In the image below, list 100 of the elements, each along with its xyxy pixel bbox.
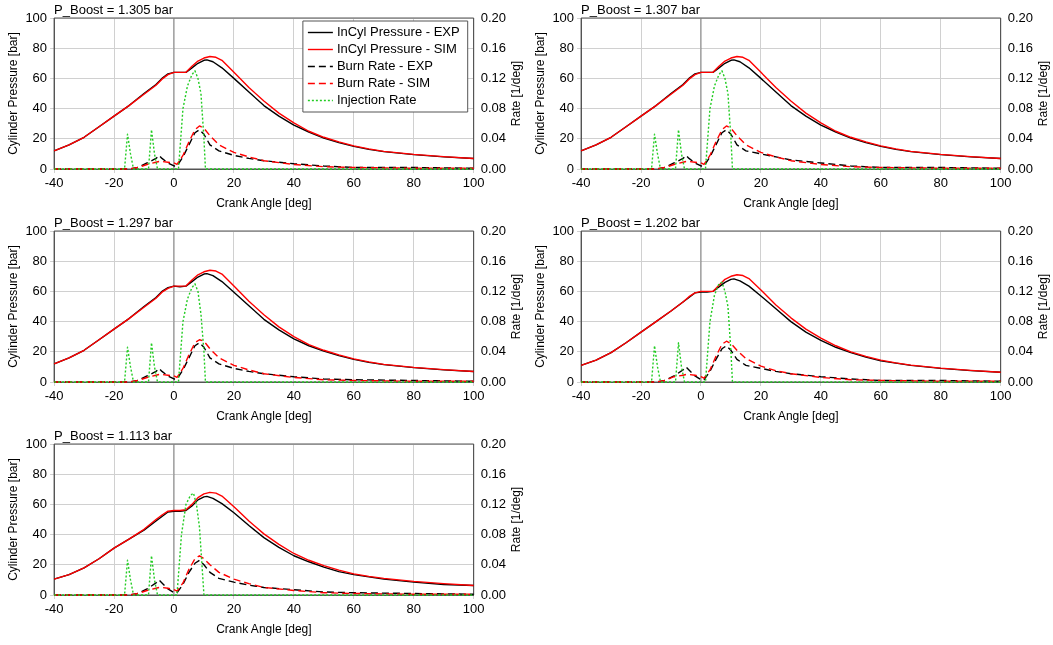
x-tick-label: 20	[226, 175, 242, 191]
y-axis-title: Cylinder Pressure [bar]	[5, 32, 20, 155]
y-tick-label: 40	[32, 313, 48, 329]
y2-tick-label: 0.20	[480, 435, 507, 451]
x-tick-label: -20	[104, 388, 124, 404]
x-tick-label: -40	[571, 175, 591, 191]
y2-tick-label: 0.12	[480, 69, 507, 85]
y2-tick-label: 0.04	[1007, 343, 1034, 359]
y2-tick-label: 0.16	[480, 465, 507, 481]
y2-tick-label: 0.08	[480, 526, 507, 542]
chart-title: P_Boost = 1.307 bar	[581, 2, 701, 18]
x-tick-label: 40	[286, 175, 302, 191]
y-tick-label: 100	[25, 222, 48, 238]
y-tick-label: 20	[559, 343, 575, 359]
x-tick-label: 20	[753, 175, 769, 191]
y2-tick-label: 0.16	[480, 39, 507, 55]
y-tick-label: 0	[566, 160, 575, 176]
y2-tick-label: 0.08	[480, 100, 507, 116]
y-tick-label: 60	[32, 282, 48, 298]
y-tick-label: 80	[559, 39, 575, 55]
y2-axis-title: Rate [1/deg]	[1036, 273, 1051, 340]
x-tick-label: 80	[933, 388, 948, 404]
x-axis-title: Crank Angle [deg]	[216, 409, 312, 424]
y2-tick-label: 0.08	[1007, 313, 1034, 329]
y2-tick-label: 0.12	[1007, 69, 1034, 85]
y2-tick-label: 0.20	[1007, 222, 1034, 238]
x-tick-label: 20	[753, 388, 769, 404]
x-tick-label: -20	[631, 388, 651, 404]
y2-axis-title: Rate [1/deg]	[509, 486, 524, 553]
y2-tick-label: 0.12	[480, 495, 507, 511]
y-tick-label: 0	[39, 586, 48, 602]
x-tick-label: 40	[286, 601, 302, 617]
x-axis-title: Crank Angle [deg]	[743, 196, 839, 211]
chart-title: P_Boost = 1.297 bar	[54, 215, 174, 231]
y2-axis-title: Rate [1/deg]	[509, 273, 524, 340]
x-tick-label: -40	[571, 388, 591, 404]
y2-tick-label: 0.20	[1007, 9, 1034, 25]
x-tick-label: -20	[631, 175, 651, 191]
chart-title: P_Boost = 1.113 bar	[54, 428, 173, 444]
y-tick-label: 80	[32, 465, 48, 481]
x-tick-label: 80	[406, 175, 421, 191]
x-axis-title: Crank Angle [deg]	[216, 622, 312, 637]
y-tick-label: 0	[566, 373, 575, 389]
y2-tick-label: 0.00	[1007, 160, 1034, 176]
y-tick-label: 60	[559, 69, 575, 85]
x-tick-label: 60	[346, 175, 362, 191]
y2-tick-label: 0.00	[1007, 373, 1034, 389]
y2-tick-label: 0.04	[480, 343, 507, 359]
y-tick-label: 40	[559, 313, 575, 329]
x-tick-label: 40	[286, 388, 302, 404]
x-axis-title: Crank Angle [deg]	[216, 196, 312, 211]
y-tick-label: 100	[25, 9, 48, 25]
y2-tick-label: 0.12	[480, 282, 507, 298]
legend-label: Injection Rate	[336, 92, 417, 108]
y2-tick-label: 0.00	[480, 586, 507, 602]
x-tick-label: 80	[406, 601, 421, 617]
y-tick-label: 60	[32, 69, 48, 85]
y-axis-title: Cylinder Pressure [bar]	[5, 245, 20, 368]
legend-label: Burn Rate - EXP	[336, 58, 433, 74]
y-axis-title: Cylinder Pressure [bar]	[532, 245, 547, 368]
y2-tick-label: 0.08	[1007, 100, 1034, 116]
y-tick-label: 20	[32, 556, 48, 572]
x-tick-label: -40	[44, 388, 64, 404]
chart-title: P_Boost = 1.202 bar	[581, 215, 701, 231]
y2-tick-label: 0.04	[480, 556, 507, 572]
y-tick-label: 80	[32, 39, 48, 55]
y2-axis-title: Rate [1/deg]	[1036, 60, 1051, 127]
y-tick-label: 40	[32, 100, 48, 116]
x-tick-label: 0	[170, 601, 178, 617]
y2-tick-label: 0.20	[480, 9, 507, 25]
y-tick-label: 20	[32, 130, 48, 146]
x-tick-label: 60	[346, 601, 362, 617]
x-axis-title: Crank Angle [deg]	[743, 409, 839, 424]
x-tick-label: -40	[44, 175, 64, 191]
y2-tick-label: 0.16	[1007, 252, 1034, 268]
x-tick-label: 40	[813, 388, 829, 404]
y2-tick-label: 0.00	[480, 160, 507, 176]
x-tick-label: 100	[989, 175, 1012, 191]
x-tick-label: 100	[462, 388, 485, 404]
y-axis-title: Cylinder Pressure [bar]	[5, 458, 20, 581]
legend-label: InCyl Pressure - EXP	[336, 24, 460, 40]
y-tick-label: 100	[25, 435, 48, 451]
y2-tick-label: 0.12	[1007, 282, 1034, 298]
y-tick-label: 0	[39, 160, 48, 176]
y2-tick-label: 0.04	[480, 130, 507, 146]
x-tick-label: 0	[697, 388, 705, 404]
x-tick-label: 0	[697, 175, 705, 191]
x-tick-label: 100	[989, 388, 1012, 404]
y-tick-label: 100	[552, 222, 575, 238]
y2-tick-label: 0.04	[1007, 130, 1034, 146]
x-tick-label: -40	[44, 601, 64, 617]
y2-tick-label: 0.08	[480, 313, 507, 329]
y-tick-label: 80	[559, 252, 575, 268]
y-tick-label: 0	[39, 373, 48, 389]
y-tick-label: 60	[559, 282, 575, 298]
x-tick-label: -20	[104, 175, 124, 191]
y-tick-label: 40	[32, 526, 48, 542]
x-tick-label: 0	[170, 175, 178, 191]
x-tick-label: 100	[462, 175, 485, 191]
y-tick-label: 40	[559, 100, 575, 116]
